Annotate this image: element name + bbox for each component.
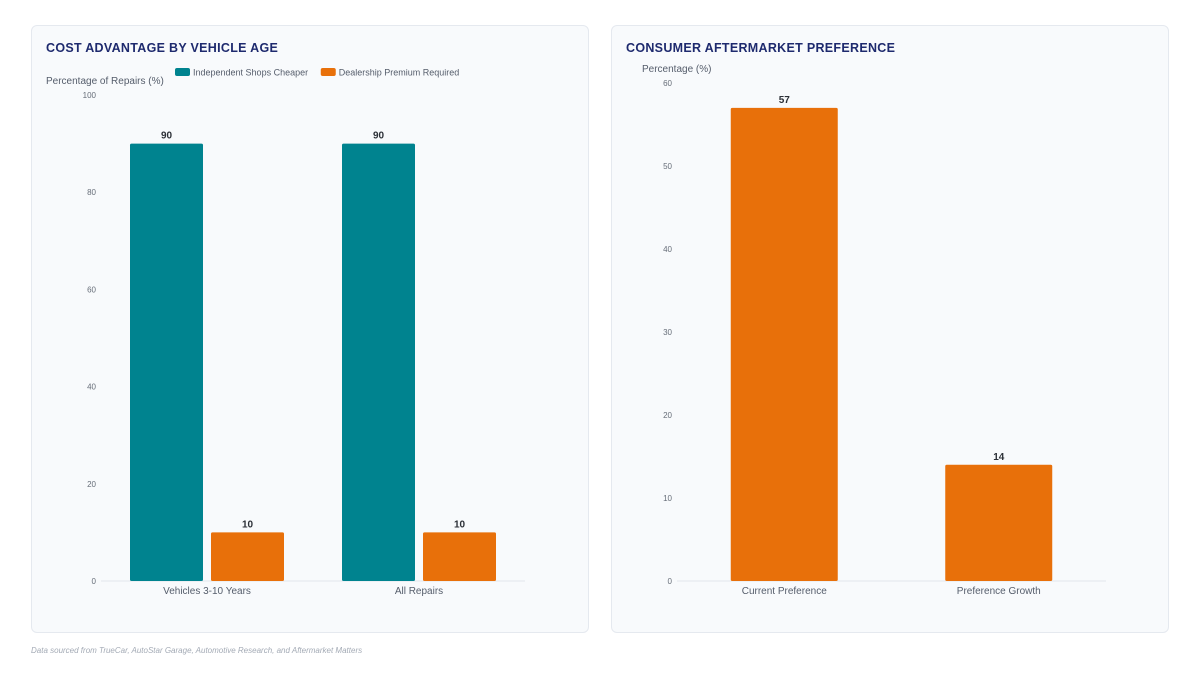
- cost-advantage-chart: Percentage of Repairs (%) 0 20 40 60 80 100 90 1…: [46, 68, 525, 597]
- bar: [342, 143, 415, 581]
- data-label: 10: [242, 519, 254, 530]
- bar: [211, 532, 284, 581]
- x-tick-label: Vehicles 3-10 Years: [163, 586, 251, 597]
- bar: [945, 464, 1053, 581]
- y-tick-label: 30: [663, 328, 672, 337]
- y-tick-label: 20: [87, 480, 96, 489]
- y-tick-label: 10: [663, 494, 672, 503]
- x-tick-label: All Repairs: [395, 586, 443, 597]
- bar: [130, 143, 203, 581]
- legend-swatch: [175, 68, 190, 76]
- y-axis-label: Percentage (%): [642, 64, 711, 75]
- y-tick-label: 40: [87, 383, 96, 392]
- aftermarket-preference-panel: CONSUMER AFTERMARKET PREFERENCE Percenta…: [611, 25, 1169, 633]
- y-tick-label: 60: [87, 285, 96, 294]
- x-tick-label: Preference Growth: [957, 586, 1041, 597]
- y-axis-label: Percentage of Repairs (%): [46, 76, 164, 87]
- legend-label: Independent Shops Cheaper: [193, 68, 308, 78]
- y-tick-label: 20: [663, 411, 672, 420]
- legend-label: Dealership Premium Required: [339, 68, 460, 78]
- x-tick-label: Current Preference: [742, 586, 827, 597]
- source-footnote: Data sourced from TrueCar, AutoStar Gara…: [31, 646, 363, 655]
- y-tick-label: 0: [92, 577, 97, 586]
- data-label: 14: [993, 452, 1005, 463]
- legend-swatch: [320, 68, 336, 76]
- y-tick-label: 40: [663, 245, 672, 254]
- aftermarket-preference-chart: Percentage (%) 0 10 20 30 40 50 60 57 Current Pre…: [642, 64, 1106, 597]
- y-tick-label: 60: [663, 79, 672, 88]
- chart-title: CONSUMER AFTERMARKET PREFERENCE: [626, 41, 896, 55]
- y-tick-label: 50: [663, 162, 672, 171]
- y-tick-label: 80: [87, 188, 96, 197]
- data-label: 90: [161, 131, 173, 142]
- y-tick-label: 0: [668, 577, 673, 586]
- data-label: 57: [779, 95, 791, 106]
- bar: [423, 532, 496, 581]
- chart-title: COST ADVANTAGE BY VEHICLE AGE: [46, 41, 279, 55]
- bar: [730, 107, 838, 582]
- data-label: 10: [454, 519, 466, 530]
- y-tick-label: 100: [83, 91, 97, 100]
- cost-advantage-panel: COST ADVANTAGE BY VEHICLE AGE Percentage…: [31, 25, 589, 633]
- data-label: 90: [373, 131, 385, 142]
